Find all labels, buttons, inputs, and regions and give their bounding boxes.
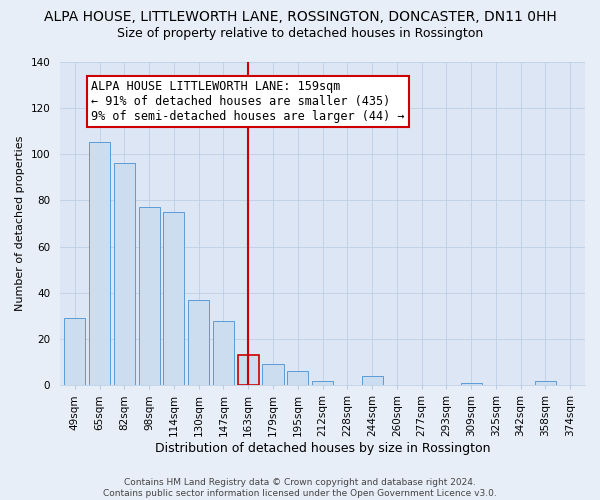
Bar bbox=[262, 364, 284, 386]
Bar bbox=[362, 376, 383, 386]
Text: Size of property relative to detached houses in Rossington: Size of property relative to detached ho… bbox=[117, 28, 483, 40]
Text: ALPA HOUSE, LITTLEWORTH LANE, ROSSINGTON, DONCASTER, DN11 0HH: ALPA HOUSE, LITTLEWORTH LANE, ROSSINGTON… bbox=[44, 10, 556, 24]
Text: Contains HM Land Registry data © Crown copyright and database right 2024.
Contai: Contains HM Land Registry data © Crown c… bbox=[103, 478, 497, 498]
Bar bbox=[89, 142, 110, 386]
Bar bbox=[139, 207, 160, 386]
Bar bbox=[461, 383, 482, 386]
Y-axis label: Number of detached properties: Number of detached properties bbox=[15, 136, 25, 311]
Bar bbox=[188, 300, 209, 386]
Bar bbox=[287, 372, 308, 386]
Bar bbox=[163, 212, 184, 386]
Bar bbox=[312, 380, 333, 386]
Bar bbox=[114, 164, 135, 386]
Bar bbox=[238, 355, 259, 386]
Bar bbox=[213, 320, 234, 386]
Bar bbox=[64, 318, 85, 386]
Bar bbox=[535, 380, 556, 386]
Text: ALPA HOUSE LITTLEWORTH LANE: 159sqm
← 91% of detached houses are smaller (435)
9: ALPA HOUSE LITTLEWORTH LANE: 159sqm ← 91… bbox=[91, 80, 404, 123]
X-axis label: Distribution of detached houses by size in Rossington: Distribution of detached houses by size … bbox=[155, 442, 490, 455]
